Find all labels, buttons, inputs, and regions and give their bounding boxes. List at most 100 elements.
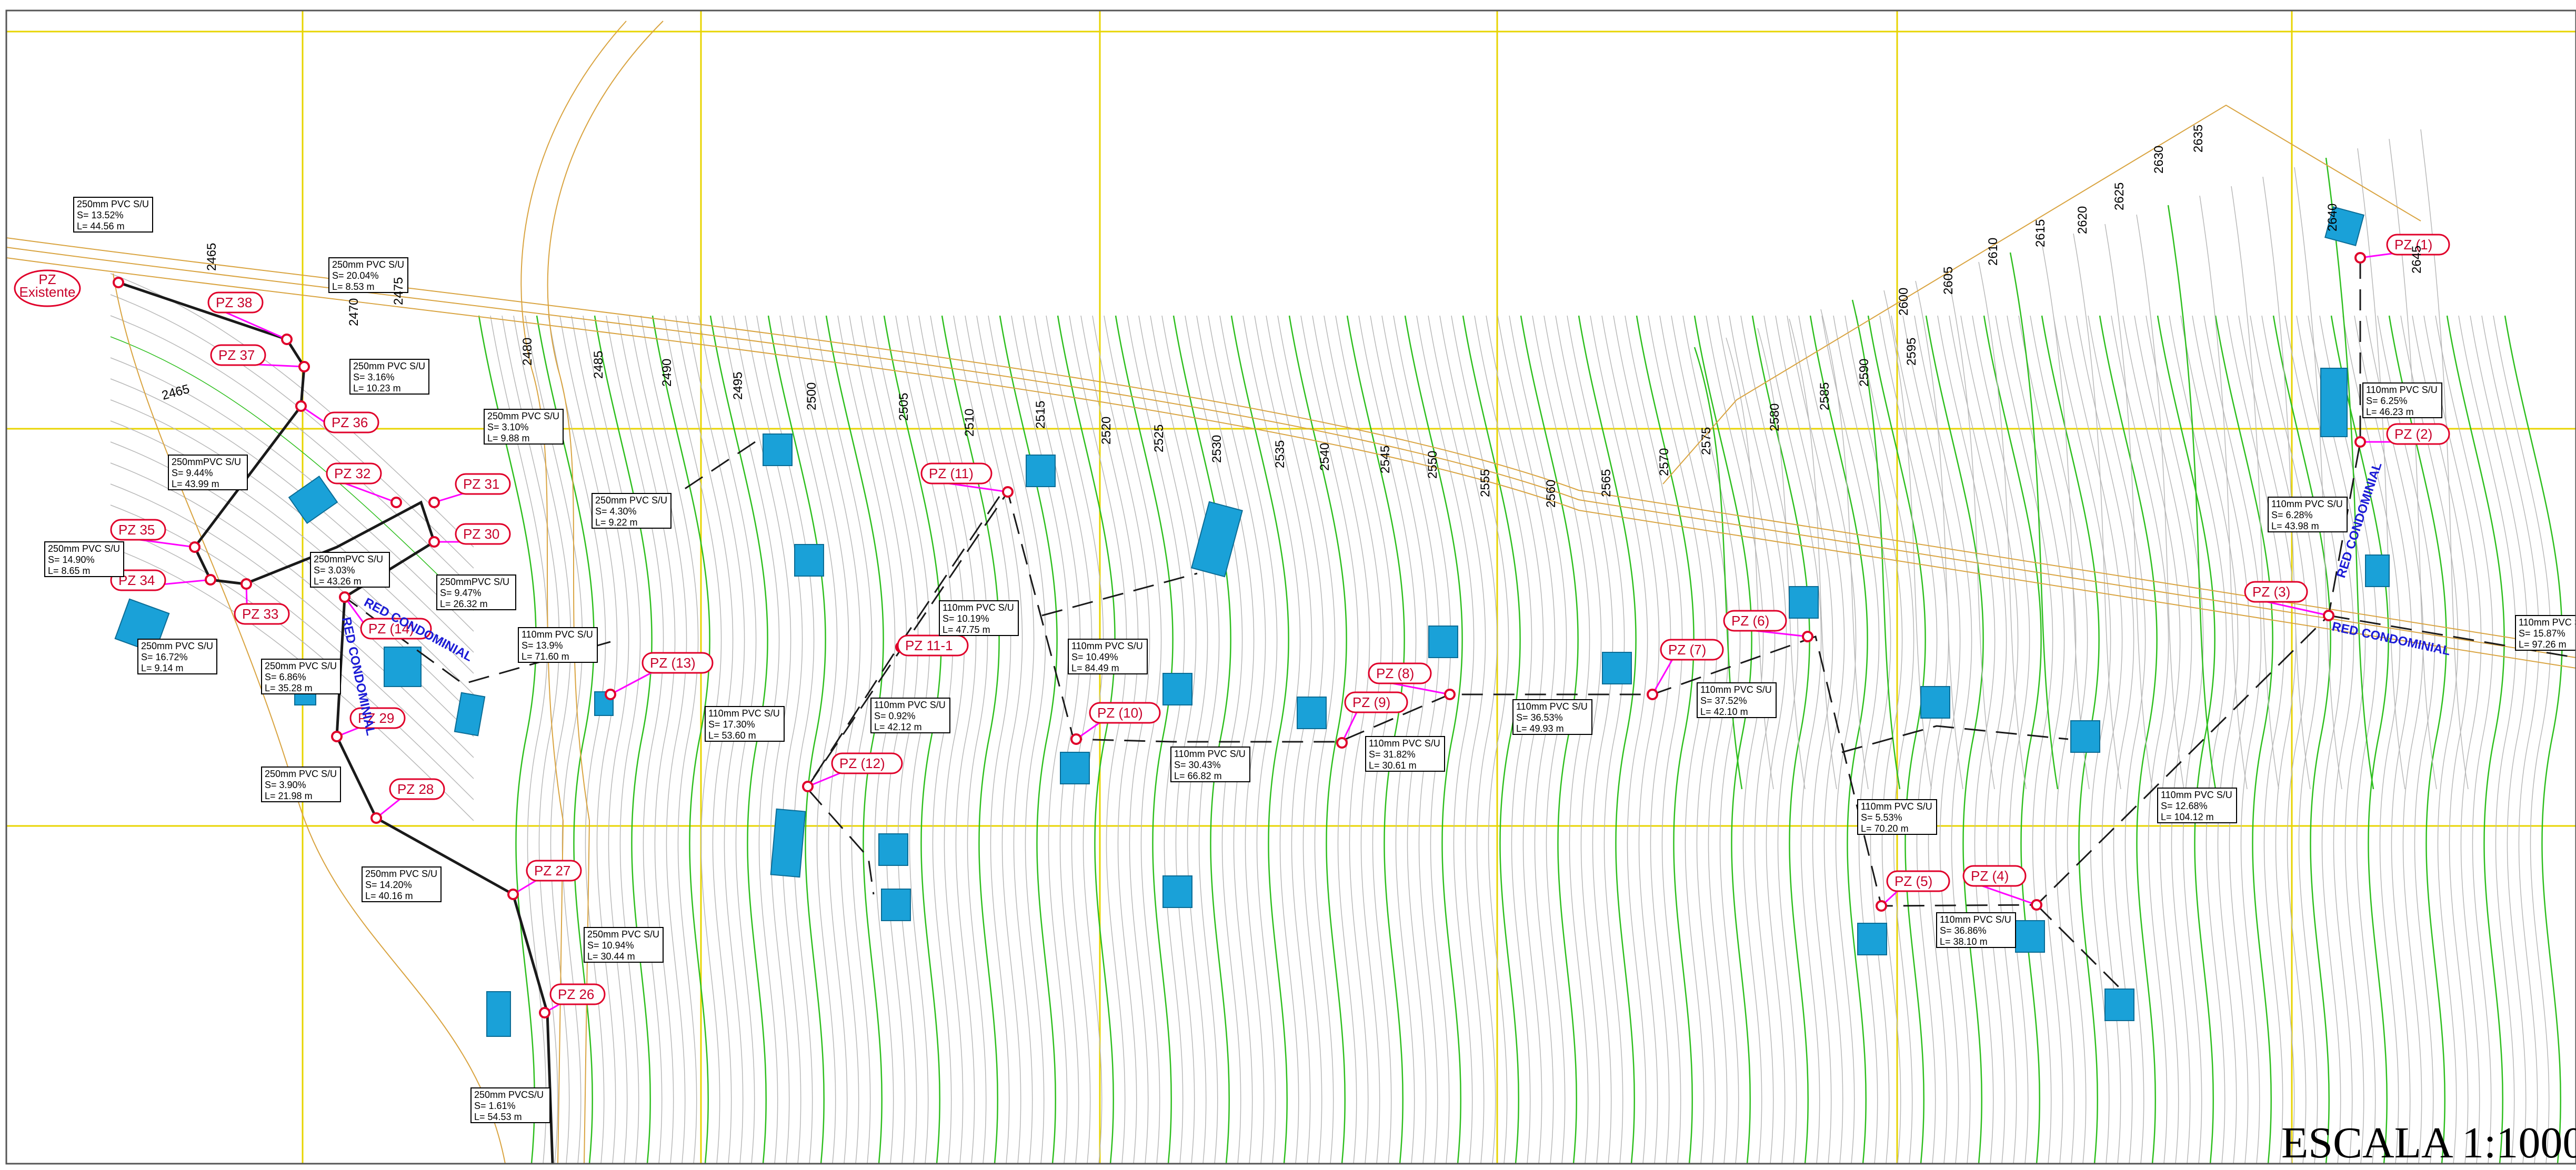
pipe-slope: S= 13.52% — [77, 210, 124, 220]
contour-elevation-label: 2520 — [1099, 417, 1114, 445]
well-label: PZ 11-1 — [905, 638, 953, 653]
wells: PZ (1) PZ (2) PZ (3) PZ (4) PZ (5) PZ (6) PZ (… — [14, 234, 2450, 1018]
house — [1920, 686, 1950, 719]
pipe-label-box — [2362, 382, 2442, 418]
contour-line — [110, 336, 474, 611]
contour-line — [1693, 347, 1743, 790]
contour-line — [1196, 315, 1255, 1164]
pipe-length: L= 26.32 m — [440, 599, 488, 609]
contour-line — [1809, 315, 1868, 1164]
contour-elevation-label: 2525 — [1152, 425, 1166, 452]
condominial-pipe — [1841, 725, 2069, 753]
pipe-diameter: 110mm PVC S/U — [1071, 641, 1143, 651]
well-tag — [326, 462, 382, 485]
well-marker — [1647, 689, 1658, 700]
contour-line — [1219, 315, 1278, 1164]
pipe-diameter: 250mm PVCS/U — [474, 1090, 544, 1100]
pipe-diameter: 110mm PVC S/U — [522, 629, 593, 640]
pipe-label: 250mm PVC S/US= 14.90%L= 8.65 m — [44, 541, 124, 577]
contour-line — [918, 315, 977, 1164]
pipe-diameter: 110mm PVC S/U — [1940, 914, 2011, 925]
contour-line — [860, 315, 919, 1164]
road-edge — [6, 237, 2576, 649]
pipe-label-box — [44, 541, 124, 577]
contour-line — [2330, 315, 2389, 1164]
pipe-slope: S= 30.43% — [1174, 760, 1221, 770]
well-label: PZ (9) — [1352, 694, 1390, 710]
pipe-label: 110mm PVC S/US= 6.28%L= 43.98 m — [2268, 497, 2348, 532]
contour-line — [2122, 315, 2181, 1164]
house — [2015, 920, 2045, 953]
existing-well-label: PZ — [38, 271, 56, 287]
pipe-length: L= 10.23 m — [353, 383, 401, 394]
contour-line — [2470, 315, 2528, 1164]
contour-elevation-label: 2550 — [1426, 451, 1440, 479]
pipe-label: 110mm PVC S/US= 31.82%L= 30.61 m — [1365, 736, 1445, 772]
contour-line — [1300, 315, 1359, 1164]
contour-line — [606, 315, 664, 1164]
pipe-length: L= 104.12 m — [2161, 812, 2214, 822]
well-marker — [298, 361, 310, 372]
pipe-diameter: 110mm PVC S/U — [1369, 738, 1440, 749]
contour-line — [976, 315, 1035, 1164]
contour-line — [110, 378, 474, 653]
contour-elevation-label: 2635 — [2191, 125, 2206, 153]
pipe-label-box — [328, 257, 408, 293]
well-label: PZ 37 — [218, 347, 255, 363]
frame-border — [5, 9, 2576, 1165]
contour-line — [930, 315, 988, 1164]
well-label: PZ (4) — [1971, 868, 2009, 884]
contour-line — [1949, 315, 2007, 1164]
well-label: PZ 29 — [358, 710, 394, 726]
contour-line — [941, 315, 1000, 1164]
well-marker — [2354, 436, 2366, 448]
house — [763, 433, 793, 466]
well-marker — [339, 591, 350, 603]
pipe-slope: S= 1.61% — [474, 1101, 516, 1111]
contour-line — [2146, 315, 2204, 1164]
pipe-slope: S= 12.68% — [2161, 801, 2208, 811]
well-label: PZ (5) — [1895, 873, 1932, 889]
contour-line — [513, 315, 572, 1164]
contour-elevation-label: 2565 — [1599, 469, 1613, 497]
contour-line — [1567, 315, 1625, 1164]
contour-line — [2180, 315, 2239, 1164]
contour-line — [1590, 315, 1648, 1164]
condominial-pipe — [1041, 572, 1198, 617]
contour-line — [1925, 315, 1984, 1164]
contour-elevation-label: 2515 — [1034, 401, 1048, 429]
pipe-label-box — [168, 455, 248, 490]
well-marker — [605, 689, 616, 700]
house — [1602, 652, 1632, 684]
houses — [114, 206, 2390, 1037]
pipe-slope: S= 0.92% — [874, 711, 916, 721]
well-label: PZ 33 — [242, 606, 278, 622]
pipe-label-box — [870, 698, 950, 733]
contour-line — [1532, 315, 1590, 1164]
house — [1857, 923, 1887, 955]
well-marker — [240, 578, 252, 590]
contour-elevation-label: 2610 — [1986, 238, 2000, 266]
contour-elevation-label: 2465 — [205, 243, 219, 271]
contour-elevation-label: 2535 — [1273, 440, 1287, 468]
contour-line — [110, 357, 474, 632]
well-label: PZ 32 — [334, 466, 370, 481]
house — [288, 475, 338, 525]
contour-line — [1080, 315, 1139, 1164]
ravine-line — [520, 21, 627, 1164]
contour-line — [2064, 315, 2123, 1164]
pipe-length: L= 9.88 m — [487, 433, 530, 443]
well-tag — [389, 778, 445, 800]
pipe-length: L= 8.65 m — [48, 566, 91, 576]
contour-elevation-label: 2620 — [2076, 206, 2090, 234]
existing-well-label: Existente — [19, 284, 76, 300]
well-tag — [207, 291, 264, 314]
well-label: PZ (3) — [2252, 584, 2290, 600]
contour-elevation-label: 2545 — [1378, 446, 1392, 473]
pipe-label: 110mm PVC S/US= 10.19%L= 47.75 m — [939, 600, 1019, 636]
pipe-slope: S= 36.86% — [1940, 925, 1987, 936]
contour-line — [1208, 315, 1266, 1164]
pipe-slope: S= 10.19% — [943, 613, 989, 624]
road-edge — [6, 257, 2576, 669]
contour-line — [2325, 157, 2374, 790]
